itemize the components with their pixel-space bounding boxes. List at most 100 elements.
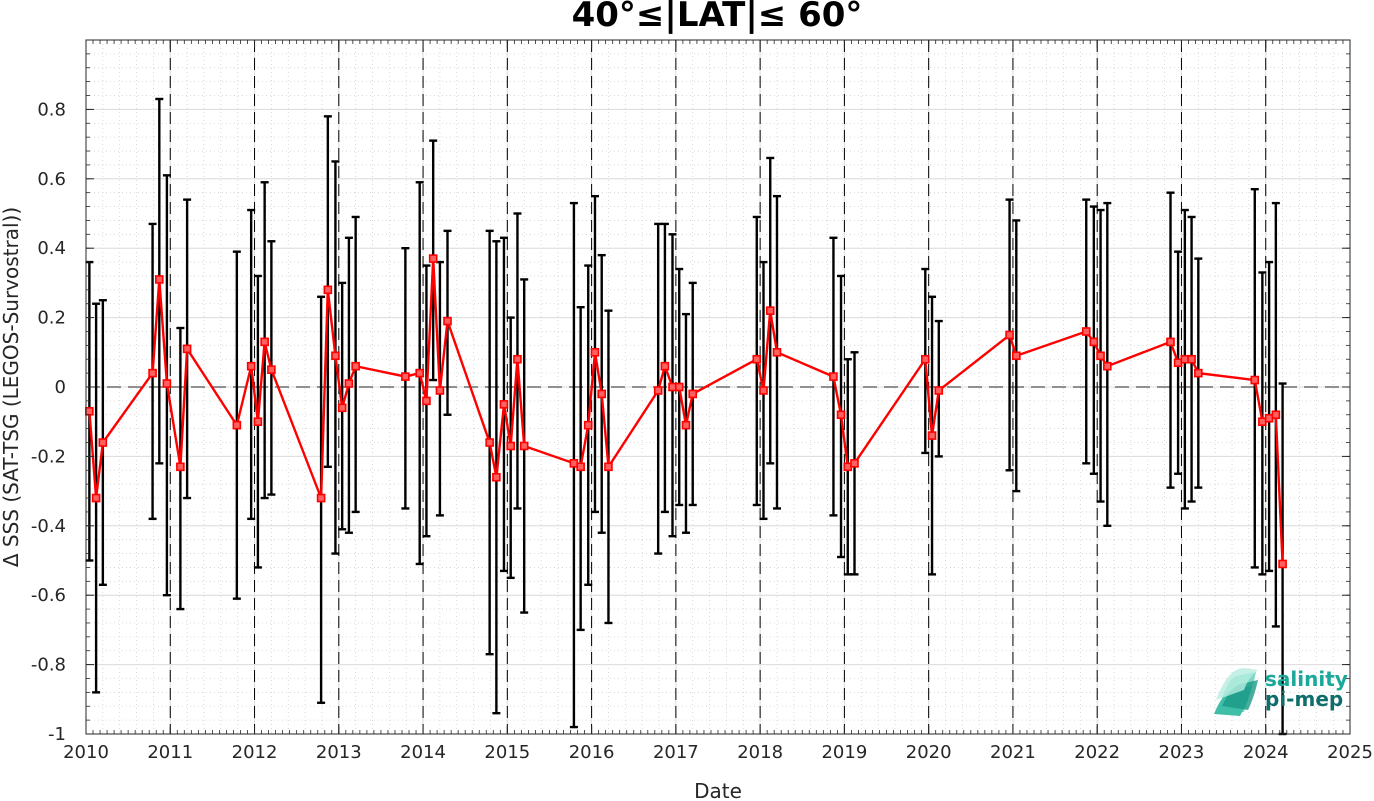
x-tick-label: 2022 (1074, 742, 1120, 763)
data-point (176, 462, 185, 472)
data-point (1250, 375, 1260, 385)
data-point (1187, 354, 1196, 364)
x-tick-label: 2021 (990, 742, 1036, 763)
data-point (513, 354, 522, 364)
data-point (443, 316, 452, 326)
y-tick-label: 0.2 (37, 308, 66, 329)
logo-text-pimep: pi-mep (1265, 687, 1343, 711)
data-point (688, 389, 698, 399)
x-tick-label: 2018 (737, 742, 783, 763)
data-point (148, 368, 157, 378)
data-point (590, 347, 600, 357)
data-point (316, 493, 326, 503)
y-tick-label: -0.6 (31, 585, 66, 606)
data-point (182, 344, 192, 354)
data-point (232, 420, 242, 430)
x-axis-label: Date (694, 779, 742, 801)
x-tick-label: 2020 (906, 742, 952, 763)
data-point (435, 386, 445, 395)
series-line (88, 258, 1284, 565)
data-point (934, 386, 944, 395)
data-point (422, 396, 431, 406)
data-point (85, 406, 94, 416)
data-point (653, 386, 663, 395)
x-tick-label: 2017 (653, 742, 699, 763)
x-tick-label: 2024 (1243, 742, 1289, 763)
data-point (415, 368, 424, 378)
data-point (752, 354, 762, 364)
data-point (331, 351, 340, 361)
data-point (492, 472, 501, 482)
data-point (1005, 330, 1014, 340)
data-point (91, 493, 101, 503)
data-point (829, 372, 838, 381)
data-point (1271, 410, 1281, 420)
data-point (428, 254, 438, 263)
x-tick-label: 2015 (484, 742, 530, 763)
data-point (337, 403, 347, 413)
data-markers (85, 254, 1287, 569)
data-point (1278, 559, 1287, 569)
data-point (253, 417, 263, 427)
data-point (576, 462, 585, 472)
data-point (519, 441, 529, 451)
x-tick-label: 2013 (316, 742, 362, 763)
y-tick-label: -1 (48, 724, 66, 745)
data-point (765, 306, 775, 315)
data-point (604, 462, 613, 472)
y-tick-label: 0 (55, 377, 66, 398)
y-axis-label: Δ SSS (SAT-TSG (LEGOS-Survostral)) (0, 207, 23, 567)
data-point (1012, 351, 1021, 361)
y-tick-label: 0.6 (37, 169, 66, 190)
x-tick-label: 2019 (821, 742, 867, 763)
y-tick-label: -0.2 (31, 446, 66, 467)
data-point (836, 410, 846, 420)
data-point (506, 441, 516, 451)
y-tick-labels: -1 -0.8 -0.6 -0.4 -0.2 0 0.2 0.4 0.6 0.8 (31, 99, 66, 745)
x-tick-label: 2025 (1327, 742, 1373, 763)
data-point (499, 400, 509, 409)
x-tick-label: 2023 (1159, 742, 1205, 763)
x-tick-labels: 2010 2011 2012 2013 2014 2015 2016 2017 2018 2019… (63, 742, 1373, 763)
data-point (681, 420, 691, 430)
data-point (98, 438, 108, 447)
x-tick-label: 2012 (232, 742, 278, 763)
x-tick-label: 2014 (400, 742, 446, 763)
data-point (323, 285, 333, 295)
data-point (674, 382, 684, 392)
data-point (1166, 337, 1175, 347)
data-point (583, 420, 593, 430)
data-point (155, 275, 164, 284)
salinity-pimep-logo: salinity pi-mep (1214, 667, 1348, 716)
data-point (597, 389, 607, 399)
x-tick-label: 2010 (63, 742, 109, 763)
data-point (485, 438, 494, 447)
data-point (1103, 361, 1112, 371)
y-tick-label: 0.8 (37, 99, 66, 120)
data-point (246, 361, 256, 371)
x-tick-label: 2011 (147, 742, 193, 763)
data-point (162, 379, 172, 388)
data-point (351, 361, 360, 371)
data-point (920, 354, 930, 364)
data-point (344, 379, 354, 388)
chart-title: 40°≤|LAT|≤ 60° (572, 0, 863, 35)
data-point (401, 372, 410, 381)
data-point (1081, 327, 1091, 336)
data-point (1194, 368, 1203, 378)
data-point (759, 386, 768, 395)
data-point (260, 337, 269, 347)
x-tick-label: 2016 (569, 742, 615, 763)
data-point (927, 431, 937, 440)
data-point (772, 347, 782, 357)
logo-text-salinity: salinity (1265, 667, 1348, 691)
y-tick-label: 0.4 (37, 238, 66, 259)
data-point (660, 361, 670, 371)
data-point (1089, 337, 1099, 347)
y-tick-label: -0.4 (31, 516, 66, 537)
axis-ticks (85, 39, 1351, 735)
data-point (850, 459, 859, 468)
wave-icon (1214, 668, 1258, 716)
data-point (1096, 351, 1105, 361)
